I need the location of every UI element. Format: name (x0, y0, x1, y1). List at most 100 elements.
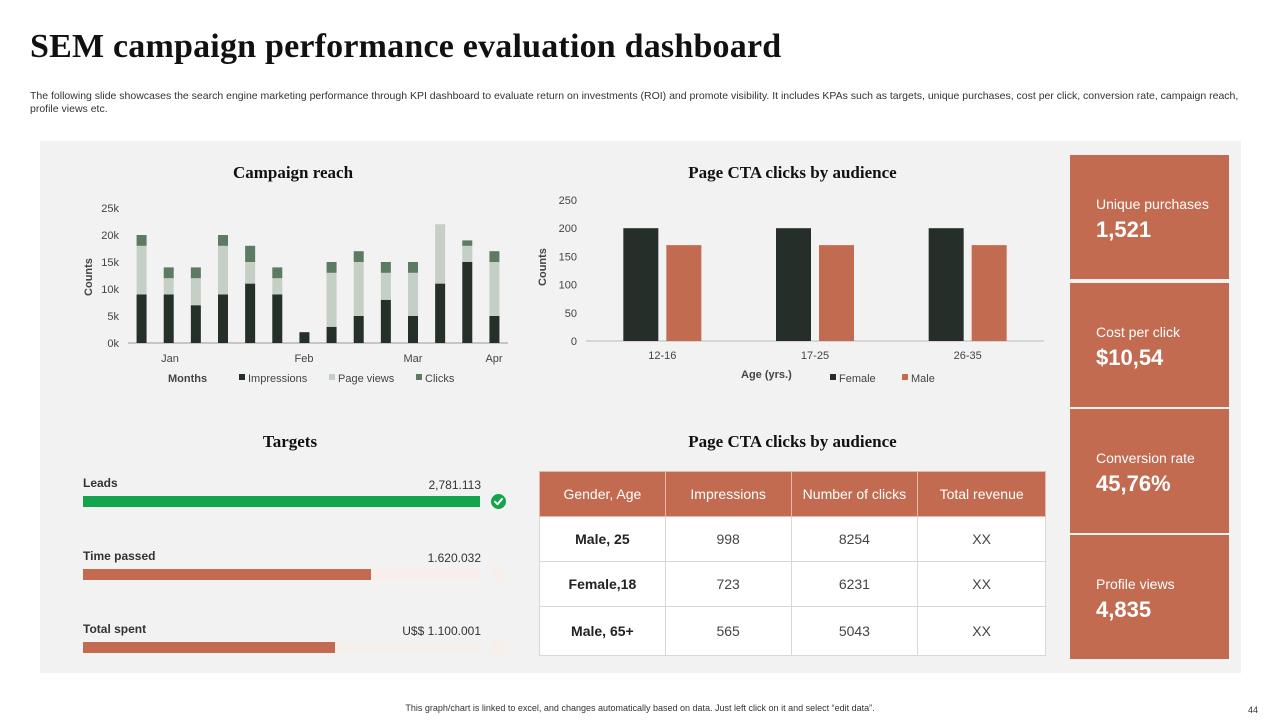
bar-male (666, 245, 702, 341)
target-value: U$$ 1.100.001 (402, 624, 481, 638)
bar-page-views (380, 272, 391, 300)
table-row: Male, 65+ 565 5043 XX (539, 606, 1046, 656)
bar-impressions (218, 294, 228, 343)
bar-impressions (245, 283, 256, 343)
bar-female (623, 228, 659, 341)
progress-fill (83, 569, 371, 580)
y-tick-label: 15k (101, 257, 119, 269)
bar-page-views (435, 224, 446, 284)
table-cell: XX (917, 516, 1046, 562)
y-tick-label: 100 (559, 280, 577, 292)
legend-swatch (329, 374, 335, 380)
column-header: Number of clicks (790, 471, 919, 517)
bar-impressions (272, 294, 283, 343)
kpi-label: Unique purchases (1096, 196, 1209, 212)
bar-clicks (190, 267, 201, 279)
bar-male (819, 245, 854, 341)
column-header: Total revenue (917, 471, 1046, 517)
y-tick-label: 150 (559, 251, 577, 263)
progress-track (83, 496, 480, 507)
table-row: Female,18 723 6231 XX (539, 561, 1046, 607)
legend-label: Clicks (425, 373, 455, 385)
x-tick-label: Jan (161, 353, 179, 365)
status-placeholder-icon (491, 640, 506, 655)
x-tick-label: 12-16 (648, 350, 676, 362)
kpi-card-cost-per-click: Cost per click $10,54 (1070, 283, 1229, 407)
column-header: Impressions (664, 471, 792, 517)
table-cell: 565 (664, 606, 792, 656)
progress-fill (83, 642, 336, 653)
table-cell: XX (917, 606, 1046, 656)
bar-impressions (489, 316, 500, 343)
legend-label: Page views (338, 373, 395, 385)
legend-swatch (902, 374, 908, 380)
y-axis-label: Counts (537, 248, 549, 286)
y-tick-label: 25k (101, 203, 119, 215)
kpi-card-unique-purchases: Unique purchases 1,521 (1070, 155, 1229, 279)
y-tick-label: 250 (559, 195, 577, 207)
bar-page-views (163, 278, 174, 295)
x-tick-label: 26-35 (954, 350, 982, 362)
y-tick-label: 0k (107, 338, 119, 350)
progress-fill (83, 496, 480, 507)
table-cell: 6231 (790, 561, 919, 607)
y-axis-label: Counts (83, 258, 95, 296)
table-cell: 5043 (790, 606, 919, 656)
bar-clicks (489, 251, 500, 262)
cta-chart-title: Page CTA clicks by audience (688, 163, 897, 182)
bar-page-views (218, 245, 228, 295)
page-subtitle: The following slide showcases the search… (30, 90, 1239, 115)
x-tick-label: 17-25 (801, 350, 829, 362)
bar-female (776, 228, 811, 341)
bar-page-views (136, 245, 147, 295)
kpi-value: $10,54 (1096, 345, 1164, 370)
x-tick-label: Feb (295, 353, 314, 365)
bar-impressions (190, 305, 201, 343)
bar-impressions (462, 262, 473, 343)
bar-impressions (136, 294, 147, 343)
bar-impressions (326, 326, 337, 343)
column-header: Gender, Age (539, 471, 666, 517)
table-cell: Male, 65+ (539, 606, 666, 656)
bar-clicks (245, 245, 256, 262)
page-number: 44 (1247, 705, 1258, 715)
legend-swatch (416, 374, 422, 380)
bar-clicks (380, 262, 391, 273)
bar-impressions (299, 332, 310, 343)
x-axis-label: Age (yrs.) (741, 369, 792, 381)
legend-swatch (239, 374, 245, 380)
progress-track (83, 642, 480, 653)
bar-clicks (272, 267, 283, 279)
bar-clicks (353, 251, 364, 262)
targets-title: Targets (262, 432, 318, 451)
bar-clicks (326, 262, 337, 273)
target-label: Leads (83, 476, 118, 490)
footnote: This graph/chart is linked to excel, and… (405, 703, 875, 713)
legend-label: Male (911, 373, 935, 385)
bar-impressions (408, 316, 418, 343)
table-header-row: Gender, Age Impressions Number of clicks… (539, 471, 1046, 517)
status-placeholder-icon (491, 567, 506, 582)
check-circle-icon (491, 494, 506, 509)
progress-track (83, 569, 480, 580)
x-tick-label: Mar (404, 353, 423, 365)
bar-impressions (353, 316, 364, 343)
legend-label: Impressions (248, 373, 308, 385)
table-cell: Female,18 (539, 561, 666, 607)
y-tick-label: 20k (101, 230, 119, 242)
bar-page-views (245, 262, 256, 284)
bar-page-views (326, 272, 337, 327)
target-value: 2,781.113 (428, 478, 482, 492)
bar-male (971, 245, 1007, 341)
bar-page-views (190, 278, 201, 306)
kpi-card-conversion-rate: Conversion rate 45,76% (1070, 409, 1229, 533)
x-axis-label: Months (168, 373, 207, 385)
bar-impressions (163, 294, 174, 343)
y-tick-label: 50 (565, 308, 577, 320)
y-tick-label: 5k (107, 311, 119, 323)
audience-table: Gender, Age Impressions Number of clicks… (539, 471, 1046, 656)
table-cell: 723 (664, 561, 792, 607)
target-label: Time passed (83, 549, 156, 563)
y-tick-label: 0 (571, 336, 577, 348)
bar-impressions (435, 283, 446, 343)
